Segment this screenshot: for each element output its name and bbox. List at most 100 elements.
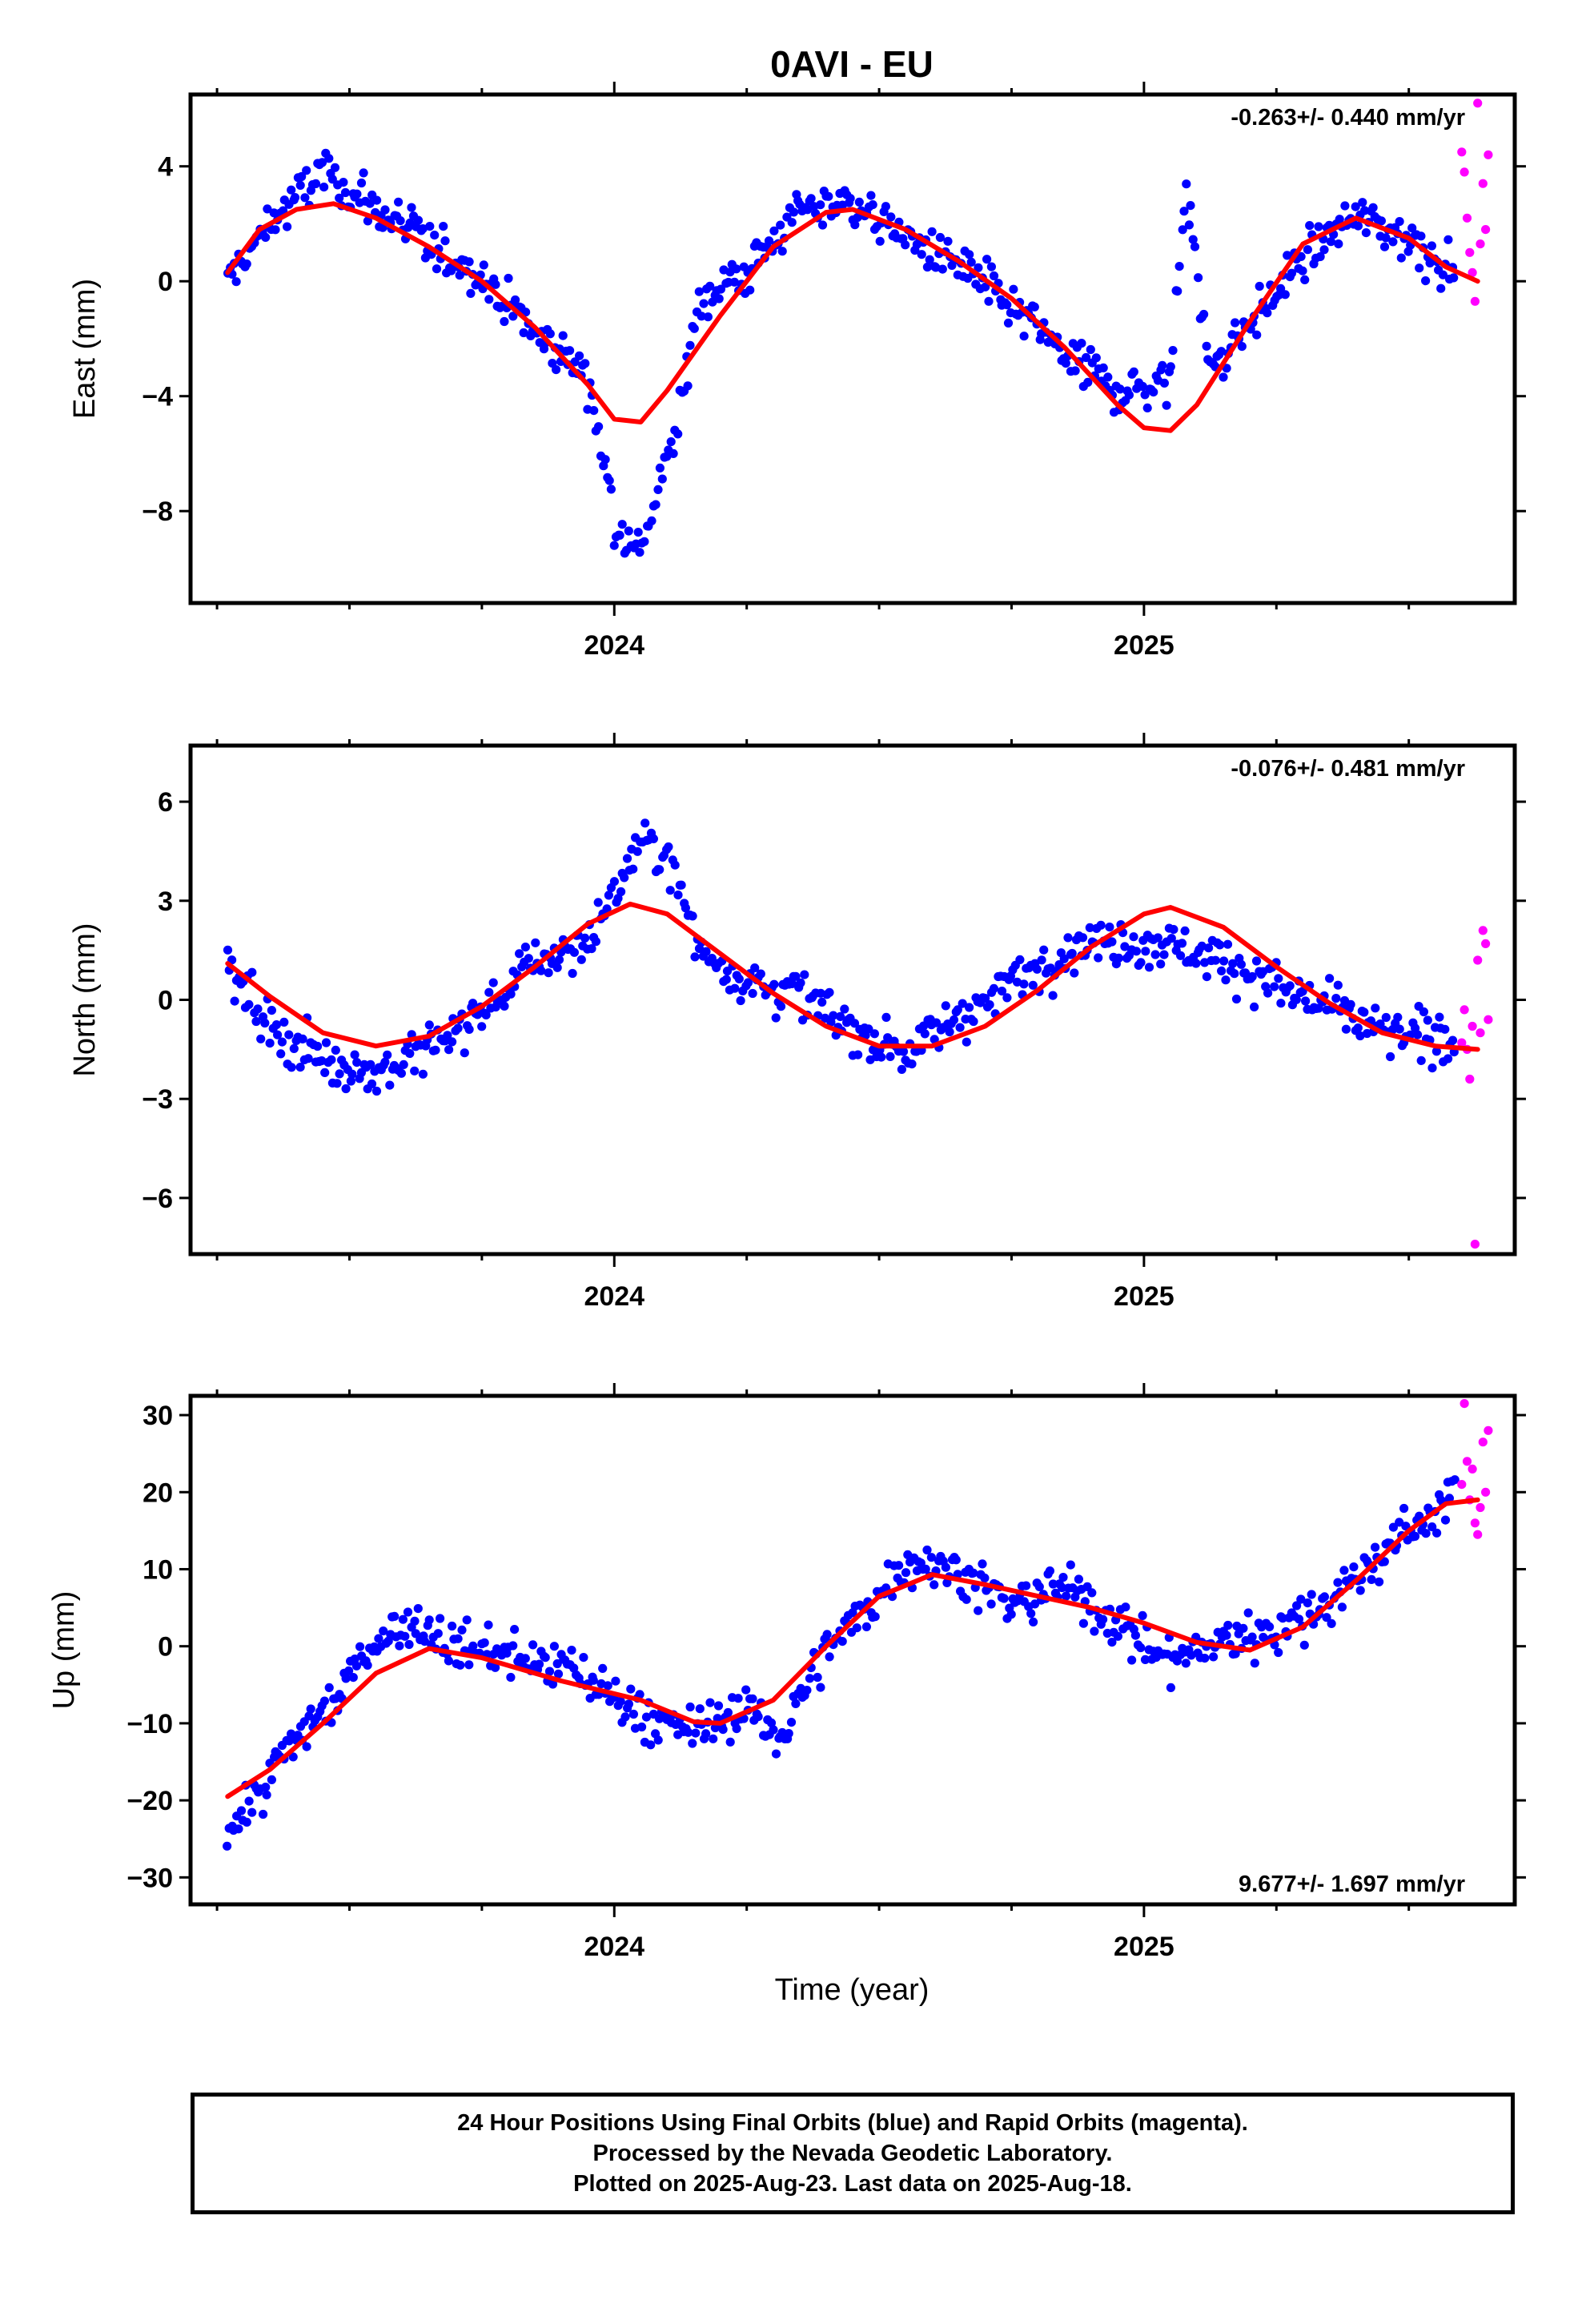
up-final-point bbox=[695, 1704, 705, 1714]
east-final-point bbox=[432, 264, 442, 274]
up-final-point bbox=[1322, 1613, 1331, 1622]
north-final-point bbox=[1217, 966, 1227, 975]
north-final-point bbox=[267, 1006, 276, 1015]
north-final-point bbox=[796, 978, 805, 987]
east-final-point bbox=[1255, 281, 1264, 292]
east-final-point bbox=[1142, 403, 1152, 412]
north-final-point bbox=[620, 873, 629, 883]
east-final-point bbox=[673, 429, 683, 439]
east-final-point bbox=[363, 216, 372, 226]
north-final-point bbox=[949, 1015, 959, 1025]
north-final-point bbox=[536, 966, 546, 975]
up-final-point bbox=[786, 1718, 797, 1727]
up-final-point bbox=[1087, 1588, 1097, 1598]
north-final-point bbox=[981, 994, 990, 1003]
north-final-point bbox=[289, 1043, 299, 1053]
north-final-point bbox=[1200, 958, 1210, 967]
north-final-point bbox=[1120, 942, 1130, 951]
east-final-point bbox=[881, 202, 890, 211]
east-y-tick-label: 0 bbox=[158, 267, 173, 297]
north-final-point bbox=[313, 1041, 323, 1051]
north-final-point bbox=[568, 968, 577, 979]
east-final-point bbox=[705, 281, 715, 291]
north-final-point bbox=[383, 1050, 392, 1059]
north-final-point bbox=[609, 877, 620, 887]
up-final-point bbox=[732, 1724, 741, 1734]
east-final-point bbox=[816, 200, 825, 210]
up-final-point bbox=[626, 1684, 636, 1694]
east-final-point bbox=[787, 218, 797, 227]
up-rapid-point bbox=[1476, 1502, 1485, 1513]
up-final-point bbox=[1388, 1522, 1398, 1532]
up-final-point bbox=[901, 1568, 911, 1578]
up-final-point bbox=[548, 1679, 558, 1689]
up-final-point bbox=[653, 1735, 663, 1745]
east-final-point bbox=[430, 231, 440, 240]
north-final-point bbox=[531, 938, 540, 947]
east-final-point bbox=[1061, 359, 1070, 368]
north-final-point bbox=[444, 1045, 454, 1055]
north-final-point bbox=[750, 963, 760, 973]
east-final-point bbox=[1158, 360, 1167, 370]
up-final-point bbox=[351, 1661, 361, 1671]
east-final-point bbox=[935, 232, 945, 243]
north-final-point bbox=[591, 937, 601, 947]
up-final-point bbox=[462, 1615, 472, 1625]
north-final-point bbox=[1141, 947, 1150, 956]
north-final-point bbox=[632, 846, 642, 856]
north-final-point bbox=[1078, 933, 1088, 943]
east-final-point bbox=[789, 207, 799, 217]
footer-line-2: Processed by the Nevada Geodetic Laborat… bbox=[592, 2141, 1113, 2166]
north-final-point bbox=[371, 1086, 382, 1096]
east-y-axis-label: East (mm) bbox=[68, 279, 102, 419]
north-final-point bbox=[1131, 947, 1141, 956]
up-final-point bbox=[635, 1690, 644, 1699]
up-final-point bbox=[1294, 1614, 1304, 1624]
north-final-point bbox=[1230, 969, 1239, 979]
up-final-point bbox=[1121, 1602, 1130, 1612]
north-final-point bbox=[256, 1034, 266, 1043]
east-final-point bbox=[1179, 207, 1189, 216]
up-final-point bbox=[1274, 1647, 1283, 1658]
north-final-point bbox=[955, 1023, 965, 1032]
north-final-point bbox=[468, 999, 478, 1008]
east-final-point bbox=[1416, 231, 1426, 241]
up-final-point bbox=[1410, 1531, 1420, 1541]
up-plot-area bbox=[223, 1399, 1493, 1851]
east-final-point bbox=[1149, 388, 1158, 397]
east-final-point bbox=[853, 212, 862, 223]
north-final-point bbox=[1166, 934, 1176, 943]
east-final-point bbox=[302, 166, 311, 175]
north-rapid-point bbox=[1465, 1074, 1475, 1084]
east-final-point bbox=[394, 197, 404, 207]
up-final-point bbox=[1057, 1582, 1067, 1593]
up-final-point bbox=[379, 1626, 388, 1636]
up-final-point bbox=[1181, 1659, 1191, 1668]
east-final-point bbox=[925, 255, 934, 264]
up-final-point bbox=[1247, 1632, 1257, 1642]
north-final-point bbox=[1037, 955, 1046, 965]
up-final-point bbox=[1296, 1594, 1306, 1604]
east-final-point bbox=[1388, 237, 1398, 247]
up-final-point bbox=[709, 1734, 718, 1743]
north-final-point bbox=[958, 999, 967, 1008]
east-final-point bbox=[982, 255, 992, 264]
north-final-point bbox=[1150, 950, 1160, 959]
up-final-point bbox=[468, 1641, 478, 1651]
north-final-point bbox=[985, 1000, 994, 1010]
up-final-point bbox=[567, 1646, 576, 1655]
up-final-point bbox=[1058, 1573, 1068, 1582]
up-final-point bbox=[713, 1701, 724, 1711]
east-rapid-point bbox=[1481, 225, 1491, 235]
east-final-point bbox=[868, 200, 877, 210]
east-final-point bbox=[1219, 372, 1228, 382]
east-rate-label: -0.263+/- 0.440 mm/yr bbox=[1231, 105, 1465, 131]
up-final-point bbox=[1127, 1655, 1137, 1665]
north-final-point bbox=[1393, 1012, 1403, 1022]
north-frame bbox=[188, 743, 1517, 1256]
up-final-point bbox=[1440, 1515, 1451, 1525]
up-rapid-point bbox=[1473, 1530, 1483, 1539]
up-rapid-point bbox=[1462, 1457, 1472, 1466]
up-final-point bbox=[741, 1685, 751, 1695]
east-final-point bbox=[1086, 344, 1095, 355]
